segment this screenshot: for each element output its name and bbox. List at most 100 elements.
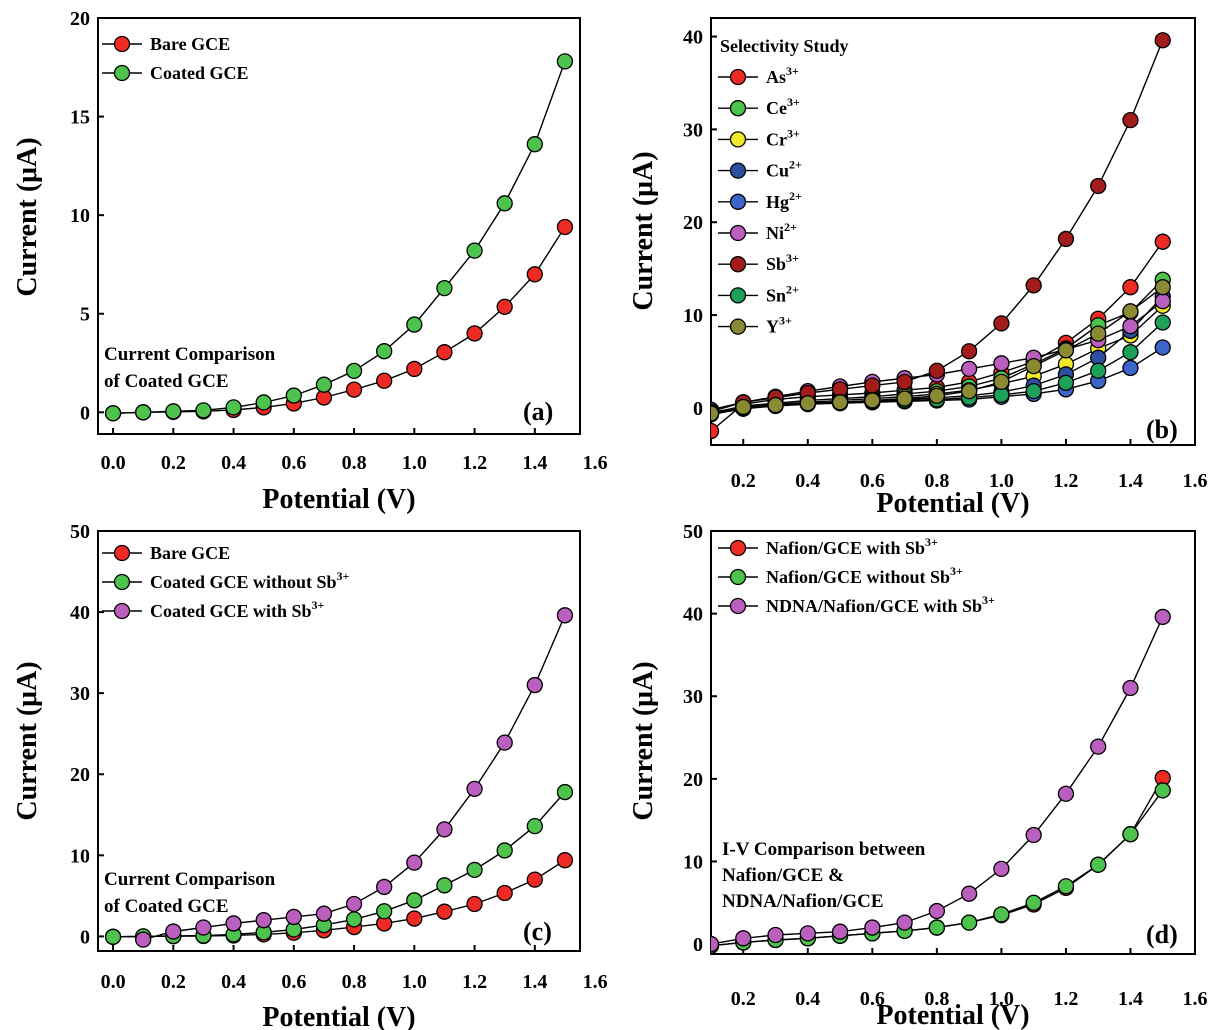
data-point bbox=[1057, 878, 1075, 895]
data-point bbox=[104, 405, 122, 422]
legend-item: Nafion/GCE without Sb3+ bbox=[718, 564, 963, 587]
legend-label: Ce3+ bbox=[766, 95, 800, 118]
legend-marker bbox=[113, 35, 131, 53]
legend-label-superscript: 3+ bbox=[786, 251, 799, 265]
legend-label: Bare GCE bbox=[150, 34, 230, 54]
y-tick-label: 20 bbox=[683, 212, 703, 234]
data-point bbox=[104, 928, 122, 945]
data-point bbox=[1154, 782, 1171, 799]
data-point bbox=[928, 387, 946, 404]
data-point bbox=[466, 242, 483, 259]
data-point bbox=[466, 780, 483, 797]
legend-label-superscript: 2+ bbox=[789, 189, 802, 203]
legend-item: Sb3+ bbox=[718, 251, 799, 274]
data-point bbox=[496, 734, 513, 751]
data-point bbox=[345, 911, 363, 928]
legend-item: Y3+ bbox=[718, 314, 792, 337]
data-point bbox=[864, 392, 881, 409]
data-point bbox=[1154, 292, 1171, 310]
x-tick-label: 0.8 bbox=[342, 452, 367, 474]
data-point bbox=[436, 279, 453, 297]
legend-label-text: Sb bbox=[766, 254, 786, 274]
data-point bbox=[1154, 608, 1171, 626]
legend-label-text: Ni bbox=[766, 223, 784, 243]
y-tick-label: 50 bbox=[683, 521, 703, 543]
x-tick-label: 1.4 bbox=[522, 971, 547, 993]
data-point bbox=[225, 399, 242, 416]
data-point bbox=[345, 895, 363, 913]
legend-marker bbox=[729, 318, 747, 335]
data-point bbox=[195, 402, 212, 419]
data-point bbox=[928, 919, 946, 936]
panel-label: (d) bbox=[1146, 920, 1178, 949]
x-axis-title: Potential (V) bbox=[876, 488, 1029, 519]
x-tick-label: 1.0 bbox=[989, 470, 1014, 492]
y-axis-title: Current (μA) bbox=[12, 661, 43, 820]
y-axis-title: Current (μA) bbox=[12, 137, 43, 296]
data-point bbox=[1090, 325, 1107, 342]
panel-label: (a) bbox=[523, 397, 553, 426]
x-tick-label: 0.2 bbox=[731, 988, 756, 1010]
x-tick-label: 1.0 bbox=[989, 988, 1014, 1010]
x-tick-label: 1.4 bbox=[522, 452, 547, 474]
y-tick-label: 50 bbox=[70, 521, 90, 543]
data-point bbox=[1122, 279, 1139, 296]
legend-label-superscript: 3+ bbox=[982, 593, 995, 607]
legend-item: Hg2+ bbox=[718, 189, 802, 212]
data-point bbox=[767, 926, 784, 944]
legend-item: Coated GCE without Sb3+ bbox=[102, 569, 350, 592]
data-point bbox=[345, 362, 363, 380]
x-tick-label: 1.6 bbox=[1183, 988, 1208, 1010]
data-point bbox=[466, 895, 483, 913]
legend-label-superscript: 3+ bbox=[925, 535, 938, 549]
legend-label-text: Coated GCE without Sb bbox=[150, 572, 337, 592]
legend: Selectivity StudyAs3+Ce3+Cr3+Cu2+Hg2+Ni2… bbox=[718, 36, 849, 337]
y-tick-label: 10 bbox=[70, 845, 90, 867]
annotation-line: Current Comparison bbox=[104, 344, 276, 365]
data-point bbox=[1122, 359, 1139, 377]
data-point bbox=[376, 343, 393, 360]
legend-label-text: Coated GCE bbox=[150, 63, 249, 83]
data-point bbox=[960, 914, 978, 931]
legend-label-text: Bare GCE bbox=[150, 543, 230, 563]
data-point bbox=[255, 912, 272, 929]
legend-title: Selectivity Study bbox=[720, 36, 849, 56]
legend-label: Coated GCE bbox=[150, 63, 249, 83]
plot-frame bbox=[710, 530, 1196, 955]
legend-marker bbox=[113, 573, 131, 591]
legend-label: Coated GCE without Sb3+ bbox=[150, 569, 350, 592]
data-point bbox=[1057, 785, 1075, 802]
legend-item: Coated GCE with Sb3+ bbox=[102, 598, 325, 621]
data-point bbox=[993, 355, 1010, 372]
series-group bbox=[711, 32, 1171, 440]
chart-panel-2: 0.2 0.4 0.6 0.8 1.0 1.2 1.4 1.6 0 10 20 30 40 Potenti… bbox=[628, 17, 1208, 519]
y-tick-label: 10 bbox=[683, 305, 703, 327]
data-point bbox=[165, 403, 182, 420]
legend: Bare GCE Coated GCE bbox=[102, 34, 249, 83]
data-point bbox=[1090, 856, 1107, 873]
data-point bbox=[135, 931, 152, 948]
legend-marker bbox=[729, 224, 747, 242]
x-tick-label: 1.2 bbox=[1053, 470, 1078, 492]
legend-item: Ce3+ bbox=[718, 95, 800, 118]
y-axis-title: Current (μA) bbox=[628, 661, 659, 820]
legend-label-text: Cr bbox=[766, 129, 787, 149]
data-point bbox=[436, 903, 453, 920]
y-tick-label: 30 bbox=[683, 119, 703, 141]
data-point bbox=[285, 908, 302, 926]
legend-label-text: Cu bbox=[766, 161, 789, 181]
data-point bbox=[496, 884, 513, 902]
data-point bbox=[376, 372, 393, 389]
legend-label-superscript: 3+ bbox=[786, 64, 799, 78]
data-point bbox=[799, 395, 816, 412]
data-point bbox=[928, 362, 946, 379]
data-point bbox=[496, 298, 513, 315]
y-tick-label: 20 bbox=[683, 769, 703, 791]
legend-label: Bare GCE bbox=[150, 543, 230, 563]
data-point bbox=[406, 316, 423, 333]
legend-label: Nafion/GCE without Sb3+ bbox=[766, 564, 963, 587]
legend-marker bbox=[113, 544, 131, 562]
legend-label: Nafion/GCE with Sb3+ bbox=[766, 535, 938, 558]
legend-marker bbox=[113, 602, 131, 620]
data-point bbox=[315, 905, 333, 922]
